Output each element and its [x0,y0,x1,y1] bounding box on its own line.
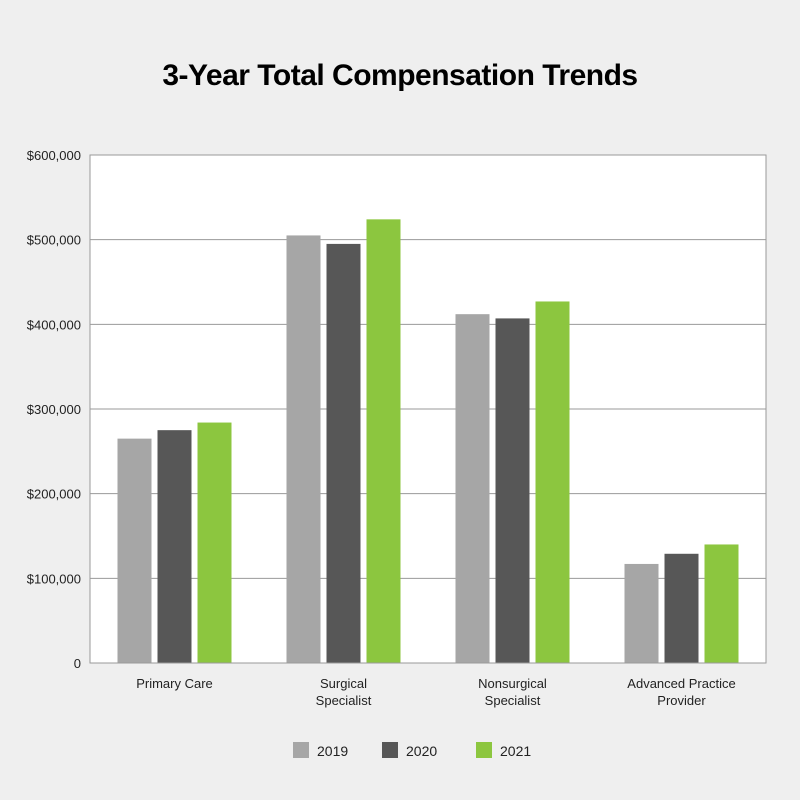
category-label: Provider [657,693,706,708]
category-label: Surgical [320,676,367,691]
bar-2021 [366,219,401,663]
legend-swatch [293,742,309,758]
legend-swatch [382,742,398,758]
chart-title: 3-Year Total Compensation Trends [162,59,637,92]
category-label: Advanced Practice [627,676,735,691]
y-tick-label: $100,000 [27,571,81,586]
bar-2021 [704,544,739,663]
y-tick-label: $400,000 [27,317,81,332]
legend-label: 2021 [500,743,531,759]
bar-2019 [624,563,659,663]
category-label: Specialist [316,693,372,708]
category-label: Specialist [485,693,541,708]
bar-2019 [286,235,321,663]
bar-2020 [157,430,192,663]
category-label: Primary Care [136,676,213,691]
bar-2020 [326,243,361,663]
bar-2020 [664,553,699,663]
y-tick-label: $200,000 [27,487,81,502]
bar-2019 [455,314,490,663]
bar-2019 [117,438,152,663]
bar-2021 [535,301,570,663]
plot-border [89,154,767,664]
y-axis-ticks: 0 $100,000 $200,000 $300,000 $400,000 $500,00… [27,148,81,671]
legend-label: 2020 [406,743,437,759]
legend-swatch [476,742,492,758]
y-tick-label: $500,000 [27,233,81,248]
y-tick-label: $600,000 [27,148,81,163]
y-tick-label: 0 [74,656,81,671]
y-tick-label: $300,000 [27,402,81,417]
bar-2020 [495,318,530,663]
bars [117,219,739,663]
legend-label: 2019 [317,743,348,759]
category-label: Nonsurgical [478,676,547,691]
category-labels: Primary Care Surgical Specialist Nonsurgica… [136,676,735,708]
legend: 2019 2020 2021 [293,742,531,759]
bar-2021 [197,422,232,663]
